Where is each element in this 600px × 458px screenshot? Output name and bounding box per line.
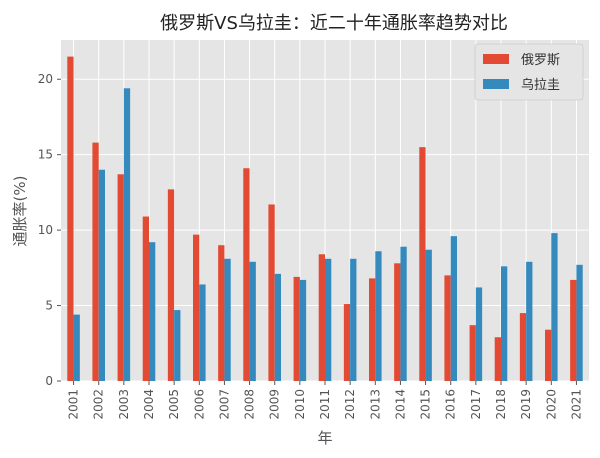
bar-uruguay-2008 [249,261,256,381]
x-tick-label: 2009 [268,389,282,420]
bar-uruguay-2013 [375,251,382,381]
bar-russia-2012 [343,304,351,381]
bar-russia-2006 [193,234,200,381]
bar-russia-2019 [519,313,527,381]
bar-uruguay-2004 [149,242,156,381]
bar-russia-2020 [545,329,552,381]
y-tick-label: 10 [38,223,53,237]
x-tick-label: 2018 [494,389,508,420]
x-tick-label: 2002 [92,389,106,420]
y-tick-label: 20 [38,72,53,86]
bar-uruguay-2017 [475,287,483,381]
y-axis-title: 通胀率(%) [11,176,29,247]
y-tick-label: 5 [45,299,53,313]
y-tick-label: 0 [45,374,53,388]
legend-label-russia: 俄罗斯 [521,53,560,68]
bar-russia-2002 [92,142,99,381]
bar-russia-2001 [67,56,74,381]
bar-uruguay-2010 [299,279,307,381]
legend-swatch-uruguay [483,79,509,89]
bar-russia-2021 [570,279,577,381]
legend: 俄罗斯 乌拉圭 [474,43,584,101]
bar-russia-2013 [369,278,376,381]
x-tick-label: 2008 [243,389,257,420]
x-tick-label: 2019 [519,389,533,420]
bar-uruguay-2011 [325,258,332,381]
bar-uruguay-2020 [551,233,558,381]
bar-russia-2004 [142,216,149,381]
bar-uruguay-2015 [425,249,432,381]
x-tick-label: 2004 [142,389,156,420]
x-tick-label: 2017 [469,389,483,420]
x-axis-title: 年 [317,429,332,447]
bar-uruguay-2018 [501,266,508,381]
bar-russia-2008 [243,168,250,381]
x-tick-label: 2013 [368,389,382,420]
bar-russia-2016 [444,275,451,381]
x-tick-label: 2012 [343,389,357,420]
bar-russia-2011 [318,254,325,381]
bars [67,56,583,381]
x-tick-label: 2007 [217,389,231,420]
bar-uruguay-2003 [123,88,131,381]
x-tick-label: 2010 [293,389,307,420]
x-tick-label: 2021 [569,389,583,420]
bar-russia-2007 [218,245,225,381]
x-tick-label: 2011 [318,389,332,420]
bar-uruguay-2012 [350,258,357,381]
bar-uruguay-2014 [400,246,407,381]
bar-uruguay-2016 [450,236,457,381]
bar-russia-2017 [469,325,476,381]
x-tick-label: 2006 [192,389,206,420]
legend-label-uruguay: 乌拉圭 [521,77,560,93]
bar-uruguay-2002 [98,169,105,381]
y-tick-label: 15 [38,148,53,162]
x-tick-label: 2005 [167,389,181,420]
bar-russia-2014 [394,263,401,381]
x-tick-label: 2020 [544,389,558,420]
bar-uruguay-2019 [526,261,533,381]
bar-uruguay-2006 [199,284,206,381]
x-tick-label: 2015 [419,389,433,420]
y-axis-ticks: 0 5 10 15 20 [38,72,61,388]
x-axis-ticks: 2001 2002 2003 2004 2005 2006 2007 2008 2009 2010… [67,381,583,420]
bar-russia-2009 [268,204,275,381]
bar-russia-2015 [419,147,426,381]
chart-title: 俄罗斯VS乌拉圭：近二十年通胀率趋势对比 [160,13,508,34]
bar-russia-2018 [494,337,501,381]
x-tick-label: 2014 [393,389,407,420]
bar-uruguay-2009 [274,273,281,381]
x-tick-label: 2003 [117,389,131,420]
x-tick-label: 2016 [444,389,458,420]
legend-swatch-russia [483,54,509,64]
bar-russia-2003 [117,174,124,381]
x-tick-label: 2001 [67,389,81,420]
bar-uruguay-2021 [576,264,583,381]
bar-uruguay-2001 [73,314,80,381]
bar-russia-2010 [293,276,300,381]
bar-russia-2005 [167,189,175,381]
bar-uruguay-2005 [174,310,181,381]
bar-uruguay-2007 [224,258,231,381]
